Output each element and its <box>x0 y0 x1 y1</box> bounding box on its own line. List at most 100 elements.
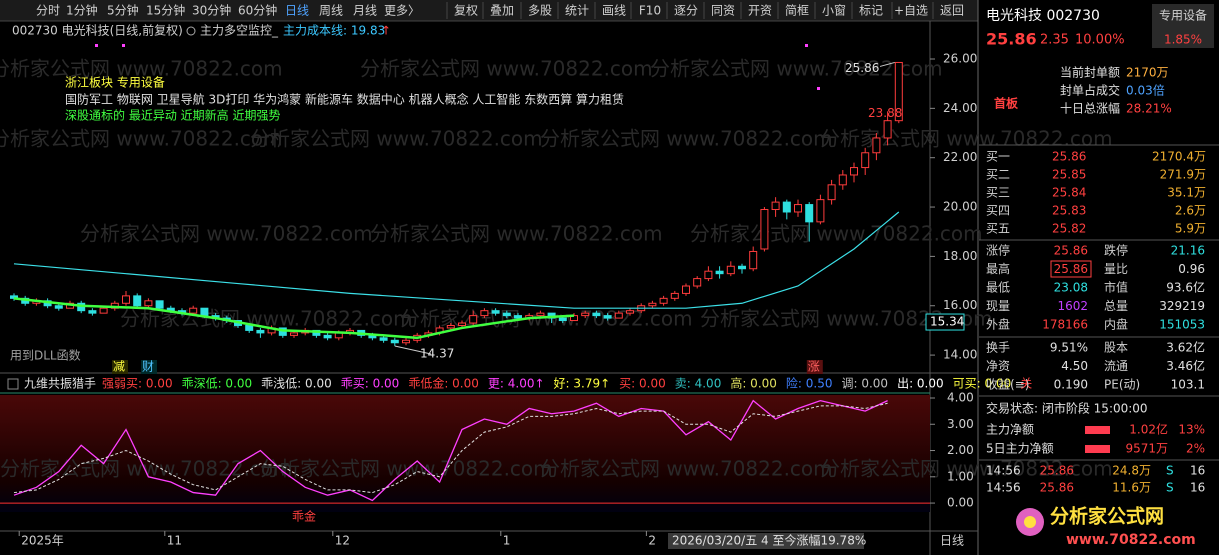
y-tick-label: 26.00 <box>943 51 977 65</box>
indicator-readout: 买: 0.00 <box>619 377 666 391</box>
toolbar-button[interactable]: 逐分 <box>674 4 698 18</box>
stat-value: 103.1 <box>1171 378 1205 392</box>
candle-body <box>245 324 254 331</box>
toolbar-tab[interactable]: 日线 <box>285 4 309 18</box>
watermark: 分析家公式网 www.70822.com <box>250 127 543 151</box>
stat-label: 净资 <box>986 359 1010 373</box>
watermark: 分析家公式网 www.70822.com <box>400 307 693 331</box>
stat-label: 最低 <box>986 281 1010 295</box>
watermark: 分析家公式网 www.70822.com <box>0 457 293 481</box>
stat-label: 收益(≡) <box>986 378 1029 392</box>
indicator-readout: 强弱买: 0.00 <box>102 377 173 391</box>
toolbar-tab[interactable]: 60分钟 <box>238 3 277 18</box>
logo-text: 分析家公式网 <box>1050 505 1164 528</box>
toolbar-button[interactable]: 小窗 <box>822 4 846 18</box>
toolbar-button[interactable]: 多股 <box>528 4 552 18</box>
candle-body <box>402 339 410 344</box>
toolbar-button[interactable]: 简框 <box>785 4 809 18</box>
watermark: 分析家公式网 www.70822.com <box>820 127 1113 151</box>
tag-cai: 财 <box>142 360 154 374</box>
watermark: 分析家公式网 www.70822.com <box>540 457 833 481</box>
tick-volume: 24.8万 <box>1112 464 1151 478</box>
book-volume: 5.9万 <box>1175 222 1206 236</box>
high-box <box>1050 260 1092 278</box>
toolbar-button[interactable]: 返回 <box>940 4 964 18</box>
candle-body <box>704 270 713 280</box>
toolbar-tab[interactable]: 更多〉 <box>384 4 420 18</box>
candle-body <box>491 310 500 314</box>
candle-body <box>715 270 724 275</box>
toolbar-button[interactable]: 叠加 <box>490 4 514 18</box>
industry-box <box>1152 4 1214 48</box>
watermark: 分析家公式网 www.70822.com <box>370 222 663 246</box>
candle-body <box>514 315 522 319</box>
toolbar-tab[interactable]: 分时 <box>36 4 60 18</box>
toolbar-tab[interactable]: 月线 <box>353 4 377 18</box>
toolbar-button[interactable]: 复权 <box>454 4 478 18</box>
flow-pct: 13% <box>1178 423 1205 437</box>
candle-body <box>614 312 623 319</box>
stat-label: PE(动) <box>1104 378 1140 392</box>
indicator-readout: 高: 0.00 <box>730 376 777 391</box>
candle-body <box>54 305 63 309</box>
cost-line-arrow: ↑ <box>381 24 391 38</box>
flow-pct: 2% <box>1186 442 1205 456</box>
industry-name: 专用设备 <box>1159 8 1207 23</box>
x-tick-label: 11 <box>167 534 182 548</box>
stat-label: 外盘 <box>986 317 1010 332</box>
stat-label: 市值 <box>1104 280 1128 295</box>
info-value: 2170万 <box>1126 66 1169 80</box>
price-change: 2.35 <box>1040 33 1069 48</box>
indicator-name: 主力多空监控_ <box>200 24 279 38</box>
y-tick-label: 0.00 <box>947 496 974 510</box>
indicator-readout: 出: 0.00 <box>897 377 944 391</box>
x-tick-label: 12 <box>335 534 350 548</box>
stat-value: 3.62亿 <box>1166 340 1205 355</box>
y-tick-label: 24.00 <box>943 101 977 115</box>
toolbar-button[interactable]: +自选 <box>894 4 928 18</box>
toolbar-button[interactable]: 开资 <box>748 4 772 18</box>
candle-body <box>838 174 847 186</box>
toolbar-tab[interactable]: 30分钟 <box>192 3 231 18</box>
candle-body <box>536 312 545 317</box>
candle-body <box>670 292 679 299</box>
stat-value: 4.50 <box>1061 359 1088 373</box>
watermark: 分析家公式网 www.70822.com <box>360 57 653 81</box>
toolbar-tab[interactable]: 1分钟 <box>66 3 98 18</box>
candle-body <box>133 295 142 307</box>
annotation-pointer <box>879 61 895 67</box>
x-tick-label: 2025年 <box>21 534 64 548</box>
cursor-label-box <box>668 533 864 549</box>
indicator-line <box>13 399 888 502</box>
toolbar-button[interactable]: 同资 <box>711 4 735 18</box>
stock-title: 电光科技 002730 <box>986 8 1100 24</box>
book-label: 买五 <box>986 222 1010 236</box>
stat-label: 总量 <box>1104 299 1128 313</box>
stat-label: 量比 <box>1104 262 1128 276</box>
toolbar-button[interactable]: 标记 <box>859 4 883 18</box>
y-tick-label: 20.00 <box>943 200 977 214</box>
indicator-toggle[interactable] <box>186 26 196 36</box>
toolbar-tab[interactable]: 周线 <box>319 4 343 18</box>
candle-body <box>805 204 814 223</box>
toolbar-button[interactable]: 统计 <box>565 4 589 18</box>
toolbar-tab[interactable]: 5分钟 <box>107 3 139 18</box>
high-annotation: 25.86 <box>845 61 879 75</box>
book-volume: 2170.4万 <box>1152 150 1206 164</box>
toolbar-tab[interactable]: 15分钟 <box>146 3 185 18</box>
y-tick-label: 1.00 <box>947 469 974 483</box>
stat-value: 25.86 <box>1054 262 1088 276</box>
watermark: 分析家公式网 www.70822.com <box>540 127 833 151</box>
signal-tags: 深股通标的 最近异动 近期新高 近期强势 <box>65 108 280 123</box>
book-label: 买三 <box>986 186 1010 200</box>
toolbar-button[interactable]: F10 <box>639 4 661 18</box>
stat-label: 股本 <box>1104 341 1128 355</box>
watermark: 分析家公式网 www.70822.com <box>0 127 283 151</box>
indicator-readout: 关 <box>1020 377 1032 391</box>
toolbar-button[interactable]: 画线 <box>602 4 626 18</box>
candle-body <box>816 199 825 223</box>
logo-flower-center <box>1024 516 1036 528</box>
candle-body <box>894 61 903 122</box>
candle-body <box>323 334 332 339</box>
book-price: 25.86 <box>1052 150 1086 164</box>
